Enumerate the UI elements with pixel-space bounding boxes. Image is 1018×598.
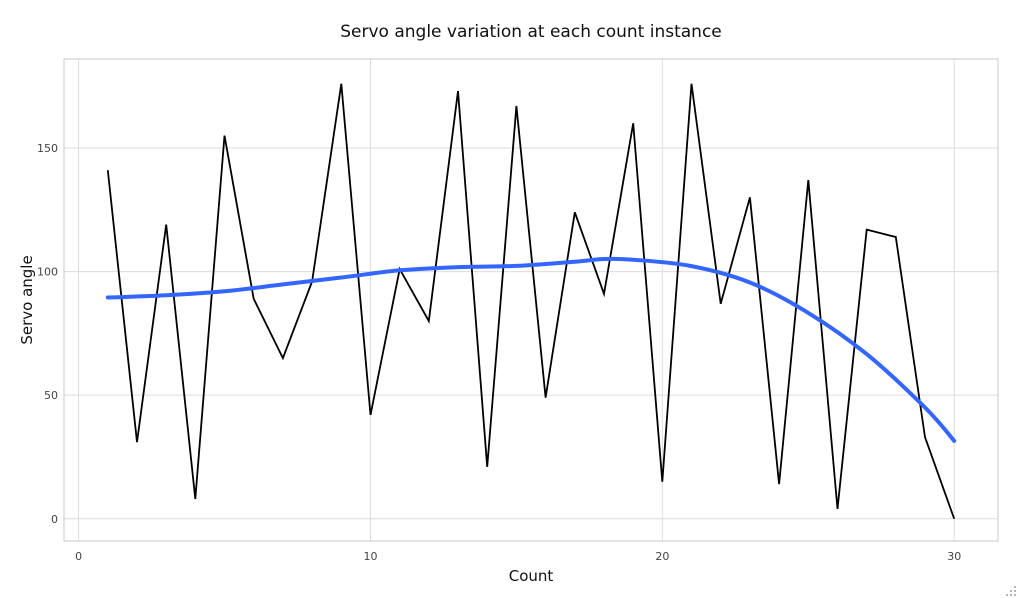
servo-angle-line: [106, 83, 956, 520]
y-tick-label: 0: [51, 513, 58, 526]
x-tick-label: 0: [75, 550, 82, 563]
x-tick-label: 20: [655, 550, 669, 563]
x-axis-title: Count: [509, 567, 554, 585]
smoothed-trend-line: [105, 256, 957, 443]
chart-title: Servo angle variation at each count inst…: [340, 22, 722, 42]
x-tick-label: 10: [363, 550, 377, 563]
y-tick-label: 150: [37, 142, 58, 155]
plot-frame: [63, 58, 999, 542]
y-tick-label: 100: [37, 266, 58, 279]
y-tick-label: 50: [44, 389, 58, 402]
x-tick-label: 30: [947, 550, 961, 563]
resize-grip-icon[interactable]: [1006, 586, 1016, 596]
grid-layer: [64, 59, 998, 541]
tick-layer: 0 10 20 30 0 50 100 150: [37, 142, 961, 563]
y-axis-title: Servo angle: [18, 255, 36, 344]
